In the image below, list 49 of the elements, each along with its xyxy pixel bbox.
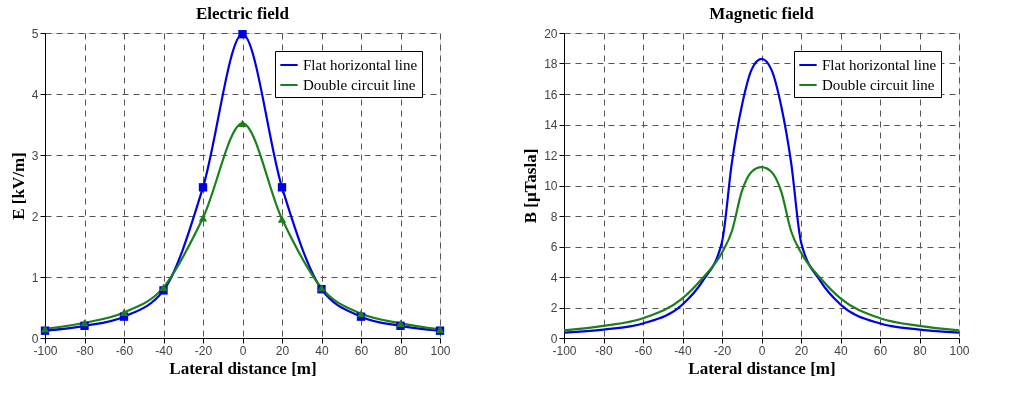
x-tick-label: 40 <box>834 343 848 358</box>
x-tick-label: 60 <box>354 343 369 358</box>
y-tick-label: 20 <box>544 26 558 41</box>
x-tick-label: -80 <box>595 343 613 358</box>
y-tick-label: 14 <box>544 118 558 132</box>
legend-label: Double circuit line <box>303 77 416 93</box>
y-tick-label: 4 <box>550 270 558 285</box>
x-tick-label: 40 <box>315 343 329 358</box>
x-tick-label: 80 <box>913 343 927 358</box>
x-tick-label: -20 <box>194 343 213 358</box>
x-tick-label: -80 <box>76 343 94 358</box>
x-tick-label: -60 <box>115 343 134 358</box>
x-tick-label: -40 <box>155 343 173 358</box>
x-tick-label: 20 <box>275 343 290 358</box>
y-tick-label: 3 <box>31 148 39 163</box>
x-axis-title: Lateral distance [m] <box>169 358 317 378</box>
x-tick-label: 100 <box>430 343 451 358</box>
y-tick-label: 5 <box>31 26 39 41</box>
y-tick-label: 18 <box>544 57 558 71</box>
legend-label: Flat horizontal line <box>303 57 418 73</box>
y-tick-label: 2 <box>550 301 558 315</box>
x-tick-label: -20 <box>713 343 732 358</box>
x-tick-label: -100 <box>552 343 577 358</box>
x-axis-title: Lateral distance [m] <box>688 358 836 378</box>
x-tick-label: 20 <box>794 343 809 358</box>
y-tick-label: 6 <box>550 240 558 254</box>
legend-label: Double circuit line <box>822 77 935 93</box>
y-axis-title: E [kV/m] <box>8 152 28 220</box>
x-tick-label: 60 <box>873 343 888 358</box>
y-axis-title: B [μTasla] <box>521 148 541 224</box>
x-tick-label: 0 <box>239 343 247 358</box>
x-tick-label: -40 <box>674 343 692 358</box>
x-tick-label: -100 <box>33 343 58 358</box>
chart-title: Electric field <box>196 4 290 23</box>
y-tick-label: 2 <box>31 209 39 224</box>
y-tick-label: 0 <box>31 331 39 346</box>
y-tick-label: 12 <box>544 148 558 163</box>
legend-label: Flat horizontal line <box>822 57 937 73</box>
y-tick-label: 16 <box>544 87 558 102</box>
y-tick-label: 1 <box>31 270 39 285</box>
y-tick-label: 10 <box>544 179 558 193</box>
x-tick-label: 0 <box>758 343 766 358</box>
x-tick-label: -60 <box>634 343 653 358</box>
y-tick-label: 8 <box>550 209 558 224</box>
x-tick-label: 100 <box>949 343 970 358</box>
chart-title: Magnetic field <box>709 4 815 23</box>
x-tick-label: 80 <box>394 343 408 358</box>
y-tick-label: 4 <box>31 87 39 102</box>
y-tick-label: 0 <box>550 331 558 346</box>
